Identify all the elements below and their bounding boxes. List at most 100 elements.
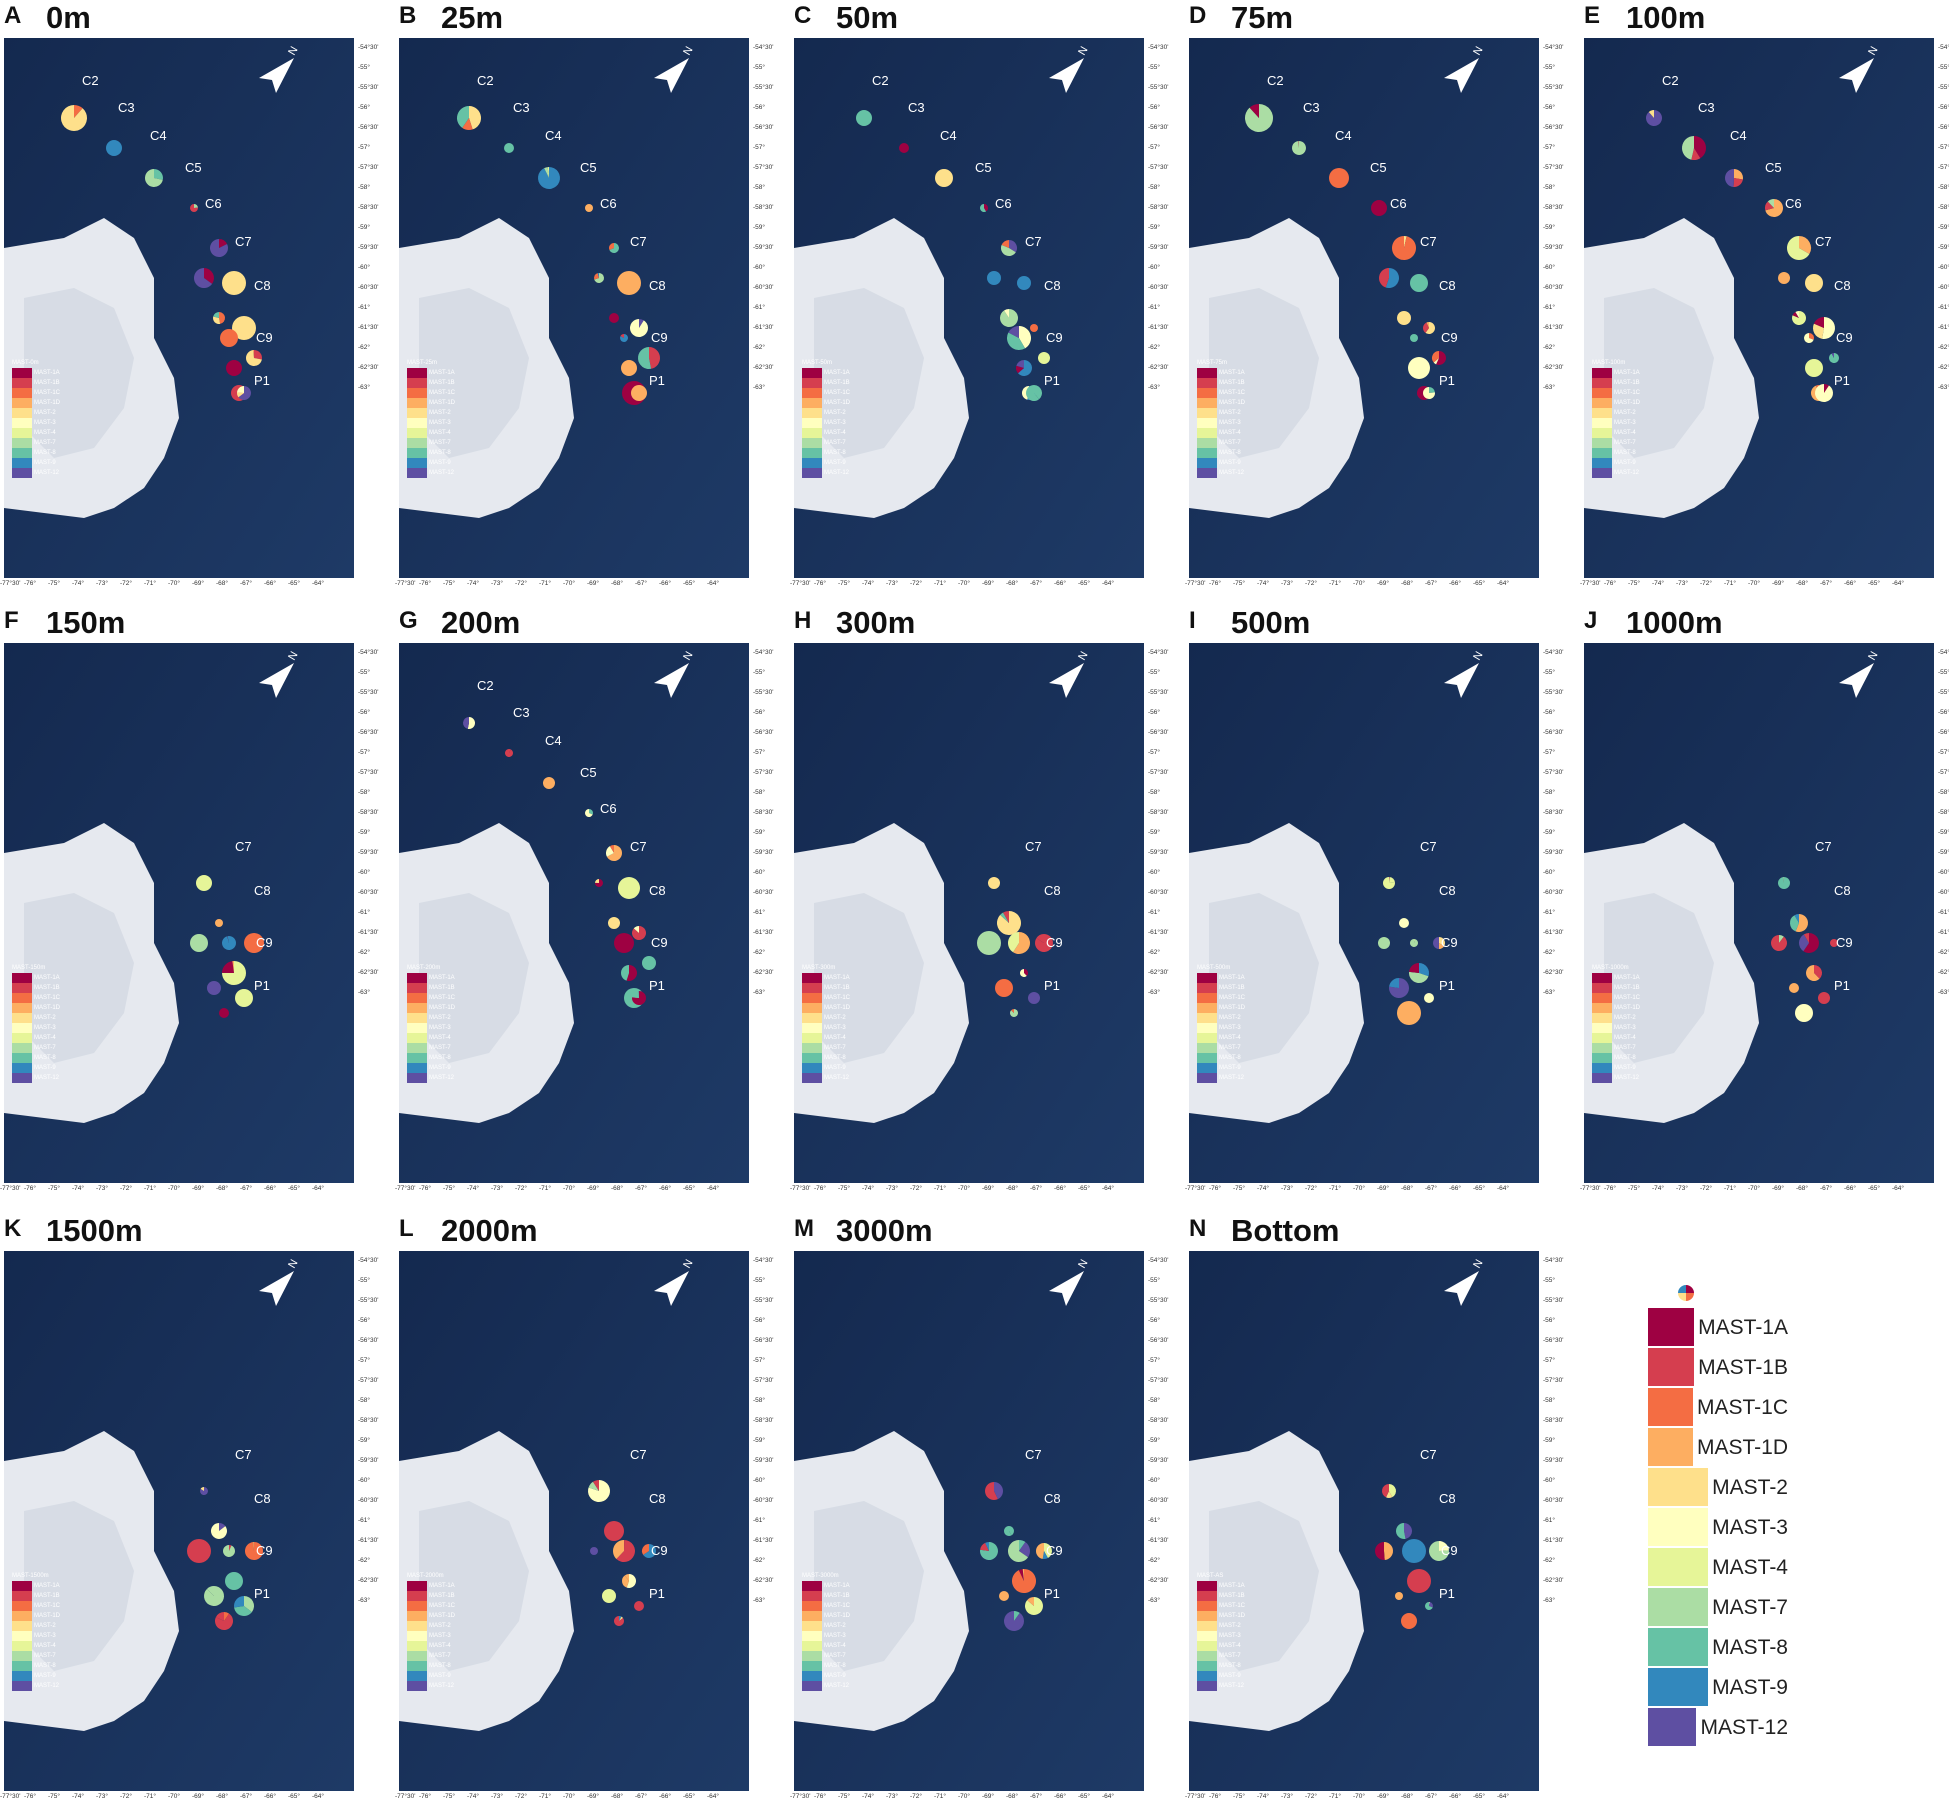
pie-chart [246,350,262,366]
latitude-tick: -57° [1543,144,1555,151]
mini-legend-swatch [407,1671,427,1681]
mini-legend-swatch [407,458,427,468]
pie-slice [609,313,619,323]
map-canvas: N [1189,643,1539,1183]
mini-legend-row: MAST-8 [12,1053,72,1063]
pie-chart [1410,274,1428,292]
pie-slice [1028,992,1040,1004]
mini-legend-swatch [407,398,427,408]
station-label-c8: C8 [1834,278,1851,293]
latitude-tick: -61°30' [1148,324,1168,331]
mini-legend-title: MAST-200m [407,965,467,971]
longitude-tick: -66° [264,1185,276,1192]
latitude-tick: -55° [1938,64,1949,71]
mini-legend-row: MAST-8 [12,1661,72,1671]
longitude-tick: -74° [1652,1185,1664,1192]
longitude-tick: -73° [96,1185,108,1192]
latitude-tick: -54°30' [753,649,773,656]
mini-legend-row: MAST-8 [1197,1661,1257,1671]
mini-legend-row: MAST-1B [802,378,862,388]
mini-legend-label: MAST-4 [429,1643,451,1649]
latitude-tick: -59°30' [753,849,773,856]
mini-legend-swatch [12,1003,32,1013]
mini-legend-label: MAST-4 [1219,1643,1241,1649]
mini-legend-swatch [12,1033,32,1043]
mini-legend-label: MAST-8 [34,1663,56,1669]
pie-slice [856,110,872,126]
pie-slice [1401,1613,1417,1629]
latitude-tick: -58°30' [1543,204,1563,211]
latitude-tick: -56° [753,104,765,111]
mini-legend-row: MAST-4 [12,1641,72,1651]
mini-legend-label: MAST-1A [824,975,850,981]
latitude-tick: -55°30' [753,689,773,696]
latitude-tick: -55°30' [1938,689,1949,696]
latitude-tick: -58° [753,1397,765,1404]
pie-slice [1424,993,1434,1003]
longitude-tick: -72° [1700,1185,1712,1192]
pie-chart [1725,169,1743,187]
latitude-tick: -57°30' [358,164,378,171]
latitude-tick: -57° [1938,749,1949,756]
mini-legend-swatch [802,1053,822,1063]
latitude-tick: -58° [1543,1397,1555,1404]
mini-legend-label: MAST-1C [429,995,455,1001]
latitude-tick: -61°30' [358,1537,378,1544]
longitude-tick: -75° [1628,1185,1640,1192]
pie-chart [1030,324,1038,332]
mini-legend-label: MAST-4 [34,1035,56,1041]
longitude-tick: -67° [1030,1185,1042,1192]
mini-legend-label: MAST-4 [429,1035,451,1041]
mini-legend-row: MAST-12 [1197,1681,1257,1691]
latitude-tick: -56°30' [1938,124,1949,131]
mini-legend-label: MAST-12 [824,470,849,476]
latitude-tick: -58°30' [1148,809,1168,816]
mini-legend-label: MAST-2 [1219,1015,1241,1021]
mini-legend-label: MAST-12 [429,470,454,476]
latitude-tick: -55°30' [753,1297,773,1304]
mini-legend-swatch [12,1641,32,1651]
legend-swatch [1648,1428,1693,1468]
pie-slice [1410,334,1418,342]
panel-letter: N [1189,1215,1206,1243]
station-label-c6: C6 [1390,196,1407,211]
mini-legend-row: MAST-9 [802,1671,862,1681]
mini-legend-swatch [802,368,822,378]
legend-label: MAST-2 [1712,1476,1788,1500]
longitude-tick: -65° [1868,1185,1880,1192]
longitude-tick: -75° [838,1793,850,1800]
mini-legend-swatch [12,388,32,398]
pie-chart [194,268,214,288]
longitude-tick: -69° [1772,1185,1784,1192]
mini-legend-row: MAST-7 [12,1043,72,1053]
latitude-tick: -60° [1148,1477,1160,1484]
mini-legend-swatch [1197,973,1217,983]
latitude-tick: -62° [1543,1557,1555,1564]
latitude-tick: -59°30' [1938,244,1949,251]
mini-legend-label: MAST-3 [824,1633,846,1639]
station-label-c8: C8 [1439,278,1456,293]
longitude-tick: -70° [958,1793,970,1800]
latitude-tick: -61°30' [1148,929,1168,936]
pie-chart [225,1572,243,1590]
latitude-tick: -57° [358,144,370,151]
mini-legend-swatch [407,1641,427,1651]
mini-legend-label: MAST-9 [429,1065,451,1071]
mini-legend-swatch [802,1661,822,1671]
mini-legend-row: MAST-4 [1197,1033,1257,1043]
latitude-tick: -55° [1543,1277,1555,1284]
mini-legend-swatch [407,1651,427,1661]
latitude-tick: -56°30' [1938,729,1949,736]
mini-legend-swatch [1592,1073,1612,1083]
latitude-tick: -57°30' [1148,164,1168,171]
mini-legend-swatch [407,378,427,388]
mini-legend-row: MAST-3 [1197,418,1257,428]
mini-legend-row: MAST-8 [802,448,862,458]
pie-chart [187,1539,211,1563]
pie-slice [187,1539,211,1563]
